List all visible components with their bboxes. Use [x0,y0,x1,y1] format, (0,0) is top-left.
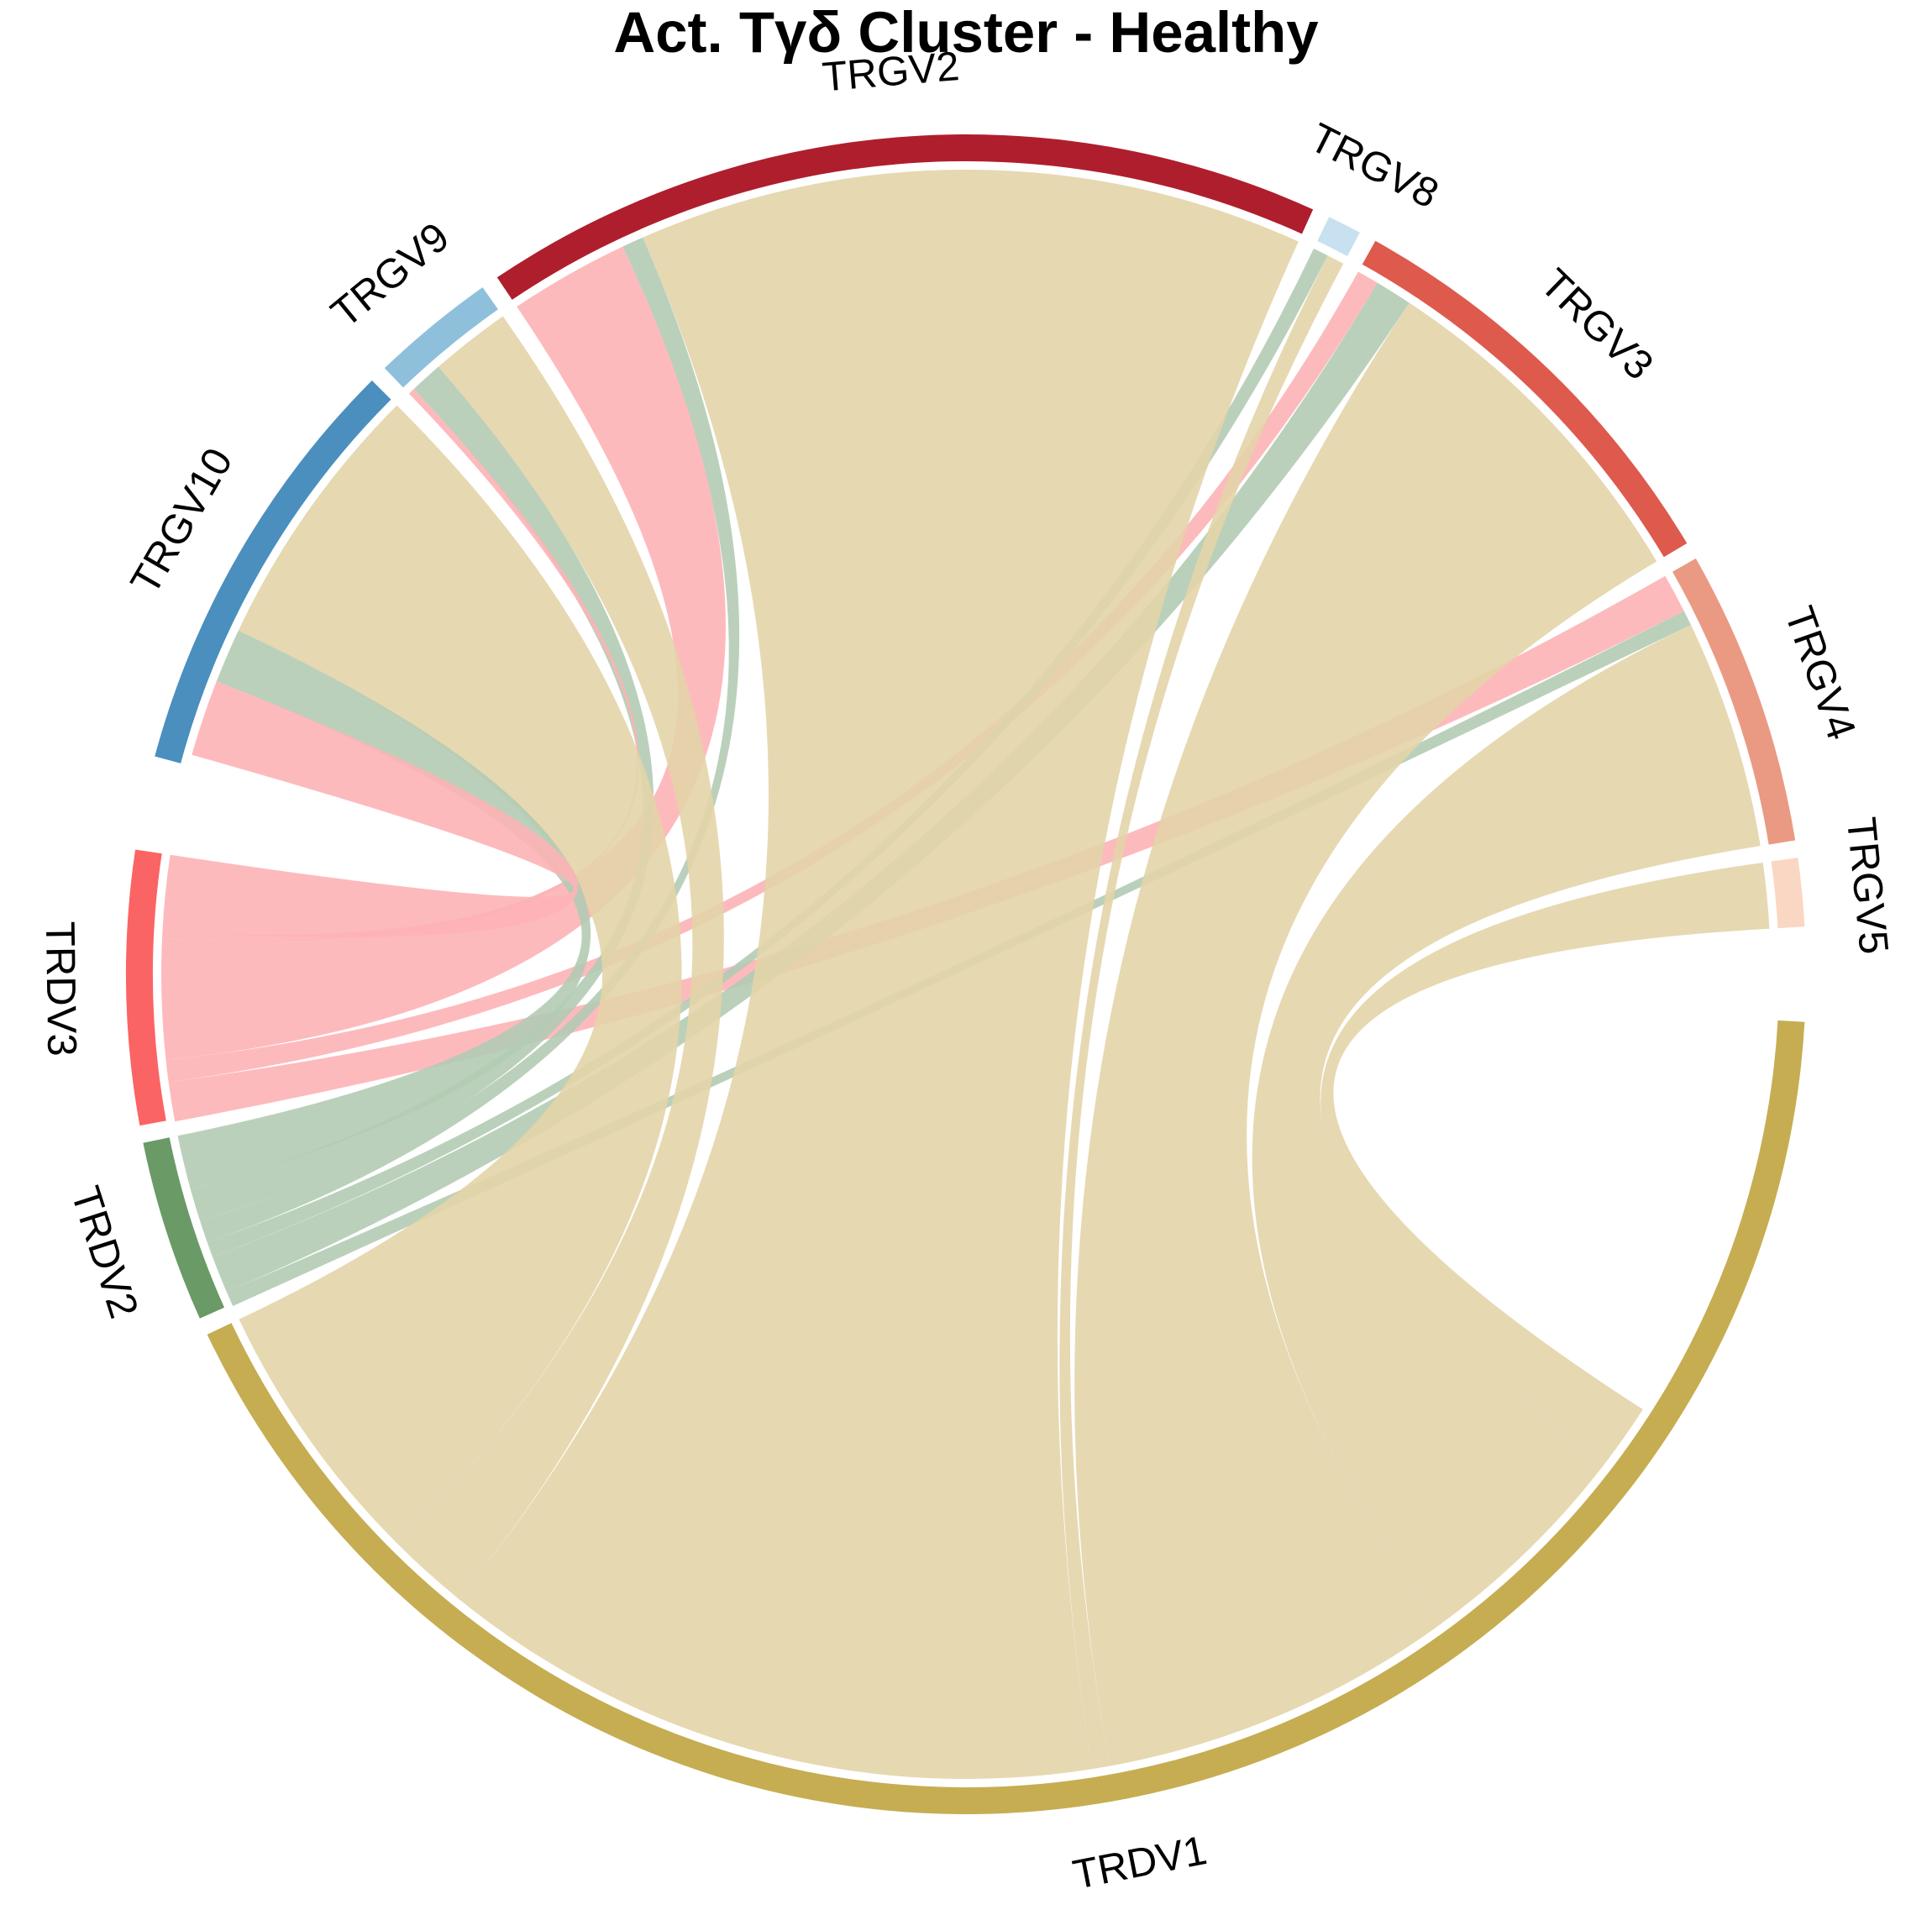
ribbon-trgv10-trdv3 [162,681,579,937]
sector-label-trdv3: TRDV3 [37,921,85,1057]
sector-trgv2 [496,134,1314,300]
sector-label-trgv3: TRGV3 [1531,260,1662,389]
sector-trgv8 [1317,217,1360,257]
sector-label-trgv9: TRGV9 [323,214,458,337]
chord-ribbons [161,169,1770,1780]
sector-label-trgv10: TRGV10 [123,441,242,602]
ribbon-trgv2-trdv1 [459,169,1299,1780]
sector-label-trgv5: TRGV5 [1838,816,1897,957]
ribbon-trgv4-trdv1 [1252,625,1761,1626]
sector-label-trdv2: TRDV2 [62,1181,147,1323]
ribbon-trgv4-trdv3 [168,575,1684,1122]
ribbon-trgv2-trdv3 [161,246,726,1061]
sector-label-trdv1: TRDV1 [1069,1828,1210,1898]
chord-sectors [126,134,1805,1814]
ribbon-trgv10-trdv1 [238,405,682,1545]
ribbon-trgv9-trdv1 [397,316,724,1599]
sector-trdv2 [143,1137,225,1319]
sector-trgv5 [1771,858,1805,929]
ribbon-trgv3-trdv1 [1074,302,1657,1766]
sector-trgv3 [1362,240,1688,558]
ribbon-trgv8-trdv1 [1059,255,1344,1770]
sector-trgv9 [384,287,498,388]
ribbon-trgv5-trdv1 [1320,863,1770,1464]
sector-trdv3 [126,849,166,1126]
ribbon-trgv10-trdv2 [177,630,591,1190]
sector-label-trgv4: TRGV4 [1776,601,1864,745]
sector-trgv10 [155,380,391,763]
sector-trgv4 [1672,558,1796,845]
sector-label-trgv8: TRGV8 [1303,115,1446,218]
chart-title: Act. Tγδ Cluster - Healthy [613,0,1319,65]
